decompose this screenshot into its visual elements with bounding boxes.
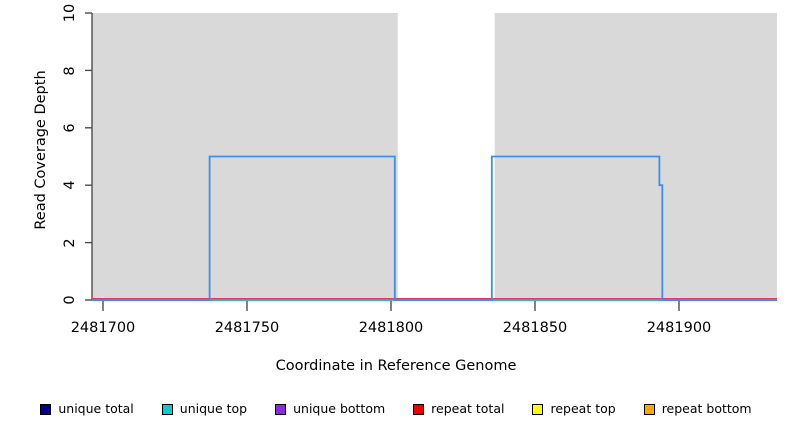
x-tick-label-2481850: 2481850 — [502, 320, 568, 336]
legend-label: unique top — [179, 401, 248, 416]
legend-label: unique total — [58, 401, 134, 416]
legend-swatch-icon — [532, 403, 544, 415]
x-axis-title: Coordinate in Reference Genome — [275, 358, 517, 374]
series-unique-total — [92, 155, 777, 301]
legend-swatch-icon — [413, 403, 425, 415]
legend-swatch-icon — [275, 403, 287, 415]
legend-item-repeat-bottom: repeat bottom — [643, 401, 752, 416]
legend-label: repeat total — [431, 401, 505, 416]
axis-lines — [85, 12, 680, 311]
x-tick-label-2481900: 2481900 — [646, 320, 712, 336]
legend-item-unique-total: unique total — [40, 401, 134, 416]
legend-item-repeat-total: repeat total — [413, 402, 504, 416]
legend-label: repeat top — [550, 401, 616, 416]
shaded-region-group — [92, 13, 777, 300]
legend-swatch-icon — [643, 403, 655, 415]
x-tick-label-2481800: 2481800 — [358, 320, 424, 336]
x-tick-label-2481750: 2481750 — [214, 320, 280, 336]
legend-label: unique bottom — [293, 401, 386, 416]
legend-swatch-icon — [161, 403, 173, 415]
legend-item-repeat-top: repeat top — [532, 401, 616, 416]
legend-label: repeat bottom — [661, 401, 752, 416]
legend-item-unique-bottom: unique bottom — [275, 402, 385, 416]
legend: unique total unique top unique bottom re… — [0, 398, 792, 420]
x-tick-label-2481700: 2481700 — [70, 320, 136, 336]
series-group — [92, 155, 777, 301]
legend-item-unique-top: unique top — [161, 401, 248, 416]
legend-swatch-icon — [40, 403, 52, 415]
